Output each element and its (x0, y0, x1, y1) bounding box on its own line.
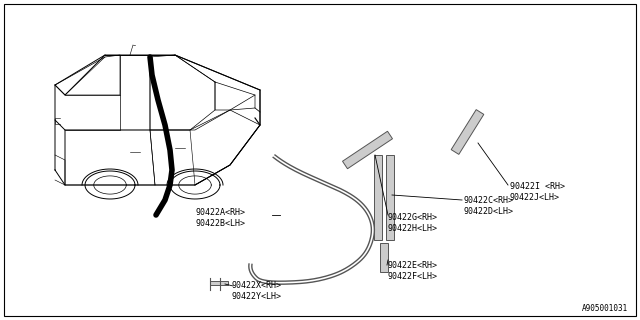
Text: 90422X<RH>
90422Y<LH>: 90422X<RH> 90422Y<LH> (232, 281, 282, 301)
Polygon shape (386, 155, 394, 240)
Text: 90422C<RH>
90422D<LH>: 90422C<RH> 90422D<LH> (464, 196, 514, 216)
Polygon shape (342, 131, 392, 169)
Polygon shape (210, 281, 228, 285)
Text: A905001031: A905001031 (582, 304, 628, 313)
Polygon shape (451, 110, 484, 154)
Text: 90422G<RH>
90422H<LH>: 90422G<RH> 90422H<LH> (388, 213, 438, 233)
Text: 90422I <RH>
90422J<LH>: 90422I <RH> 90422J<LH> (510, 182, 565, 202)
Text: 90422A<RH>
90422B<LH>: 90422A<RH> 90422B<LH> (196, 208, 246, 228)
Polygon shape (380, 243, 388, 272)
Text: 90422E<RH>
90422F<LH>: 90422E<RH> 90422F<LH> (388, 261, 438, 281)
Polygon shape (374, 155, 382, 240)
